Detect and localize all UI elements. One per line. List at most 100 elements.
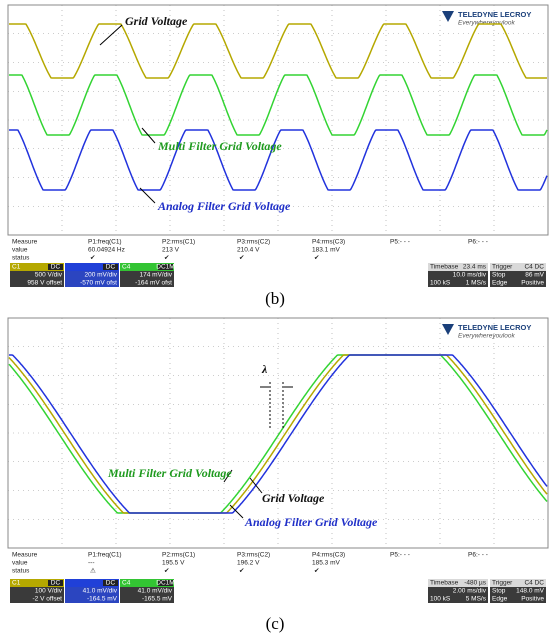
channel-body <box>10 587 64 603</box>
measure-name: P1:freq(C1) <box>88 552 122 559</box>
measure-status: ⚠ <box>90 567 96 575</box>
logo-brand: TELEDYNE LECROY <box>458 10 531 19</box>
measure-value: --- <box>88 560 95 567</box>
channel-body <box>65 587 119 603</box>
channel-name: C4 <box>122 580 131 587</box>
trigger-body <box>490 587 546 603</box>
measure-name: P1:freq(C1) <box>88 239 122 246</box>
measure-status: ✔ <box>239 255 245 262</box>
measure-name: P2:rms(C1) <box>162 239 195 246</box>
channel-coupling: DC1M <box>156 580 174 587</box>
timebase-rate: 5 MS/s <box>466 596 487 603</box>
trigger-mode: Stop <box>492 272 506 279</box>
trigger-slope: Positive <box>521 596 544 603</box>
measure-row-label: status <box>12 255 30 262</box>
channel-scale: 200 mV/div <box>84 272 117 279</box>
coupling-tag <box>48 580 63 586</box>
timebase-label: Timebase <box>430 264 459 271</box>
measure-name: P3:rms(C2) <box>237 239 270 246</box>
channel-body <box>10 271 64 287</box>
measure-value: 195.5 V <box>162 560 185 567</box>
channel-header <box>65 263 119 271</box>
waveform <box>9 74 548 136</box>
channel-header <box>120 263 174 271</box>
annotation: Analog Filter Grid Voltage <box>157 199 291 213</box>
channel-coupling: DC1M <box>156 264 174 271</box>
coupling-tag <box>103 580 118 586</box>
timebase-body <box>428 271 488 287</box>
channel-offset: 958 V offset <box>27 280 62 287</box>
trigger-source: C4 DC <box>524 580 544 587</box>
measure-status: ✔ <box>314 255 320 262</box>
channel-offset: -2 V offset <box>32 596 62 603</box>
channel-coupling: DC <box>106 264 116 271</box>
channel-body <box>120 271 174 287</box>
waveform <box>9 23 547 79</box>
measure-status: ✔ <box>90 255 96 262</box>
channel-offset: -570 mV ofst <box>80 280 117 287</box>
measure-status: ✔ <box>164 255 170 262</box>
measure-name: P4:rms(C3) <box>312 552 345 559</box>
channel-name: C4 <box>122 264 131 271</box>
annotation-arrow <box>141 127 156 144</box>
measure-status: ✔ <box>239 568 245 575</box>
annotation: Grid Voltage <box>262 491 325 505</box>
annotation-arrow <box>139 187 156 204</box>
channel-scale: 174 mV/div <box>139 272 172 279</box>
measure-value: 60.04924 Hz <box>88 247 125 254</box>
timebase-label: Timebase <box>430 580 459 587</box>
trigger-body <box>490 271 546 287</box>
channel-body <box>120 587 174 603</box>
channel-offset: -164 mV ofst <box>135 280 172 287</box>
measure-value: 210.4 V <box>237 247 260 254</box>
trigger-type: Edge <box>492 280 508 287</box>
timebase-value: -480 µs <box>464 580 487 587</box>
channel-name: C1 <box>12 264 21 271</box>
measure-value: 185.3 mV <box>312 560 340 567</box>
channel-coupling: DC <box>106 580 116 587</box>
coupling-tag <box>158 580 173 586</box>
waveform <box>9 129 548 191</box>
channel-scale: 41.0 mV/div <box>138 588 173 595</box>
trigger-level: 86 mV <box>525 272 544 279</box>
channel-offset: -164.5 mV <box>87 596 118 603</box>
measure-row-label: status <box>12 568 30 575</box>
channel-header <box>65 579 119 587</box>
timebase-body <box>428 587 488 603</box>
logo-tagline: Everywhereyoulook <box>458 333 515 340</box>
waveform <box>9 354 548 514</box>
measure-name: P2:rms(C1) <box>162 552 195 559</box>
channel-header <box>10 263 64 271</box>
annotation: Grid Voltage <box>125 14 188 28</box>
timebase-samples: 100 kS <box>430 596 451 603</box>
logo-tagline: Everywhereyoulook <box>458 20 515 27</box>
logo-icon <box>442 11 454 22</box>
measure-name: P5:- - - <box>390 552 410 559</box>
measure-name: P6:- - - <box>468 552 488 559</box>
annotation: λ <box>261 362 268 376</box>
measure-name: P6:- - - <box>468 239 488 246</box>
caption: (b) <box>265 289 285 308</box>
trigger-slope: Positive <box>521 280 544 287</box>
coupling-tag <box>103 264 118 270</box>
logo-icon <box>442 324 454 335</box>
channel-body <box>65 271 119 287</box>
measure-row-label: Measure <box>12 239 38 246</box>
logo-brand: TELEDYNE LECROY <box>458 323 531 332</box>
channel-scale: 500 V/div <box>35 272 63 279</box>
channel-header <box>120 579 174 587</box>
coupling-tag <box>48 264 63 270</box>
measure-name: P3:rms(C2) <box>237 552 270 559</box>
timebase-value: 23.4 ms <box>463 264 487 271</box>
measure-name: P5:- - - <box>390 239 410 246</box>
channel-header <box>10 579 64 587</box>
annotation-arrow <box>99 24 123 46</box>
trigger-type: Edge <box>492 596 508 603</box>
channel-coupling: DC <box>51 580 61 587</box>
measure-name: P4:rms(C3) <box>312 239 345 246</box>
measure-status: ✔ <box>314 568 320 575</box>
timebase-rate: 1 MS/s <box>466 280 487 287</box>
channel-scale: 41.0 mV/div <box>83 588 118 595</box>
channel-name: C1 <box>12 580 21 587</box>
